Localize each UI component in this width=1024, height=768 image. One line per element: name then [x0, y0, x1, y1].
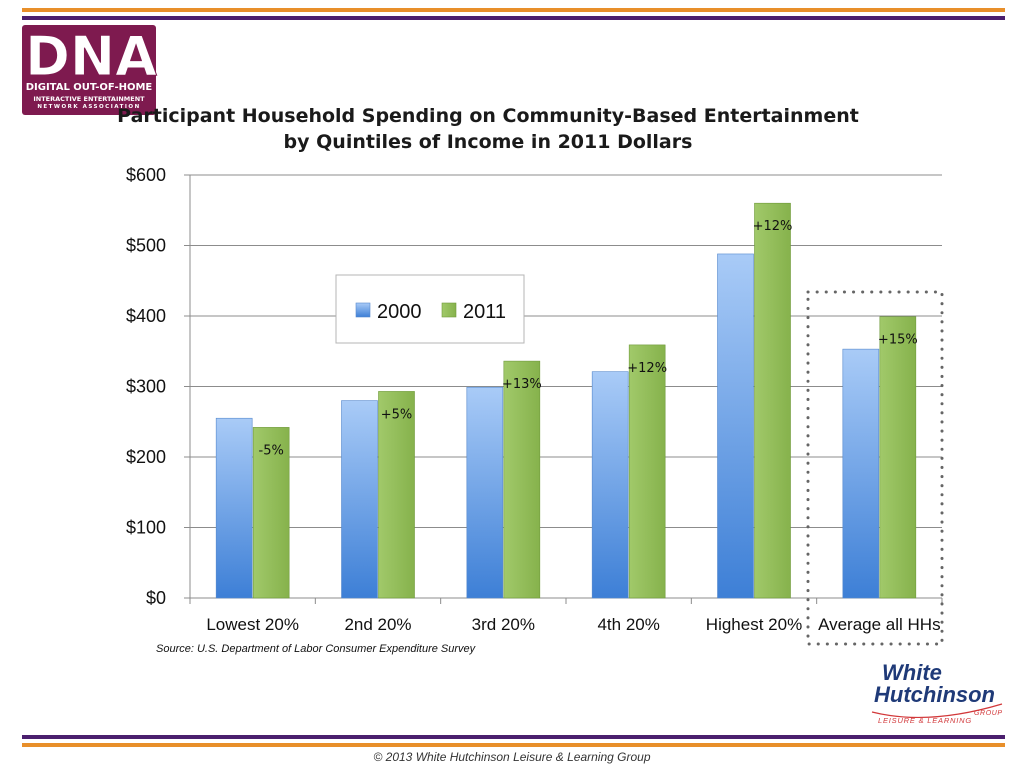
bar-2000 — [842, 348, 880, 599]
y-tick-label: $200 — [126, 447, 166, 467]
legend-swatch-2000 — [355, 302, 371, 318]
x-category-label: 2nd 20% — [344, 615, 411, 634]
dna-logo-mark: DNA — [25, 25, 158, 89]
bar-annotation: +15% — [878, 333, 918, 348]
top-rule-purple — [22, 16, 1005, 20]
legend-label-2011: 2011 — [463, 301, 506, 323]
top-rule-orange — [22, 8, 1005, 12]
bar-2000 — [717, 253, 754, 599]
y-tick-label: $500 — [126, 236, 166, 256]
dna-logo: DNA DIGITAL OUT-OF-HOME INTERACTIVE ENTE… — [22, 25, 158, 115]
bar-2011 — [754, 202, 791, 599]
bar-annotation: +12% — [753, 219, 793, 234]
y-tick-label: $100 — [126, 518, 166, 538]
y-tick-label: $300 — [126, 377, 166, 397]
bottom-rule-purple — [22, 735, 1005, 739]
bar-2011 — [252, 427, 290, 599]
chart-title-line-2: by Quintiles of Income in 2011 Dollars — [283, 131, 693, 153]
y-tick-label: $0 — [146, 588, 166, 608]
bar-2011 — [628, 344, 666, 599]
x-category-label: Highest 20% — [706, 615, 802, 634]
bar-2000 — [215, 417, 253, 599]
chart-title: Participant Household Spending on Commun… — [100, 103, 876, 155]
highlight-box-average — [806, 290, 944, 646]
white-hutchinson-logo: White Hutchinson LEISURE & LEARNING GROU… — [871, 660, 1003, 725]
y-tick-label: $400 — [126, 306, 166, 326]
bottom-rule-orange — [22, 743, 1005, 747]
bar-annotation: +5% — [381, 407, 413, 422]
logo-line-2: INTERACTIVE ENTERTAINMENT — [33, 95, 145, 103]
logo-line-3: NETWORK ASSOCIATION — [37, 104, 141, 110]
legend-swatch-2011 — [441, 302, 457, 318]
brand-swoosh — [871, 703, 1003, 719]
chart-title-line-1: Participant Household Spending on Commun… — [117, 105, 859, 127]
bar-annotation: +12% — [627, 361, 667, 376]
brand-tagline: LEISURE & LEARNING — [878, 716, 972, 725]
legend-label-2000: 2000 — [377, 301, 422, 323]
bar-2011 — [503, 360, 541, 599]
copyright-footer: © 2013 White Hutchinson Leisure & Learni… — [373, 750, 651, 764]
dna-logo-letters: DNA — [25, 25, 157, 88]
bar-2000 — [341, 400, 378, 599]
x-category-label: 4th 20% — [597, 615, 659, 634]
logo-line-1: DIGITAL OUT-OF-HOME — [25, 82, 153, 93]
brand-line-1: White — [882, 660, 942, 685]
x-category-label: Lowest 20% — [206, 615, 299, 634]
x-category-label: 3rd 20% — [472, 615, 535, 634]
brand-line-2: Hutchinson — [874, 682, 995, 707]
source-note: Source: U.S. Department of Labor Consume… — [156, 643, 476, 655]
y-tick-label: $600 — [126, 165, 166, 185]
brand-tagline-tail: GROUP — [974, 710, 1003, 717]
bar-annotation: +13% — [502, 377, 542, 392]
bar-2011 — [879, 316, 917, 599]
bar-2000 — [466, 386, 504, 599]
bar-annotation: -5% — [259, 443, 284, 458]
bar-2011 — [378, 391, 415, 599]
x-category-label: Average all HHs — [818, 615, 941, 634]
bar-2000 — [591, 371, 629, 599]
